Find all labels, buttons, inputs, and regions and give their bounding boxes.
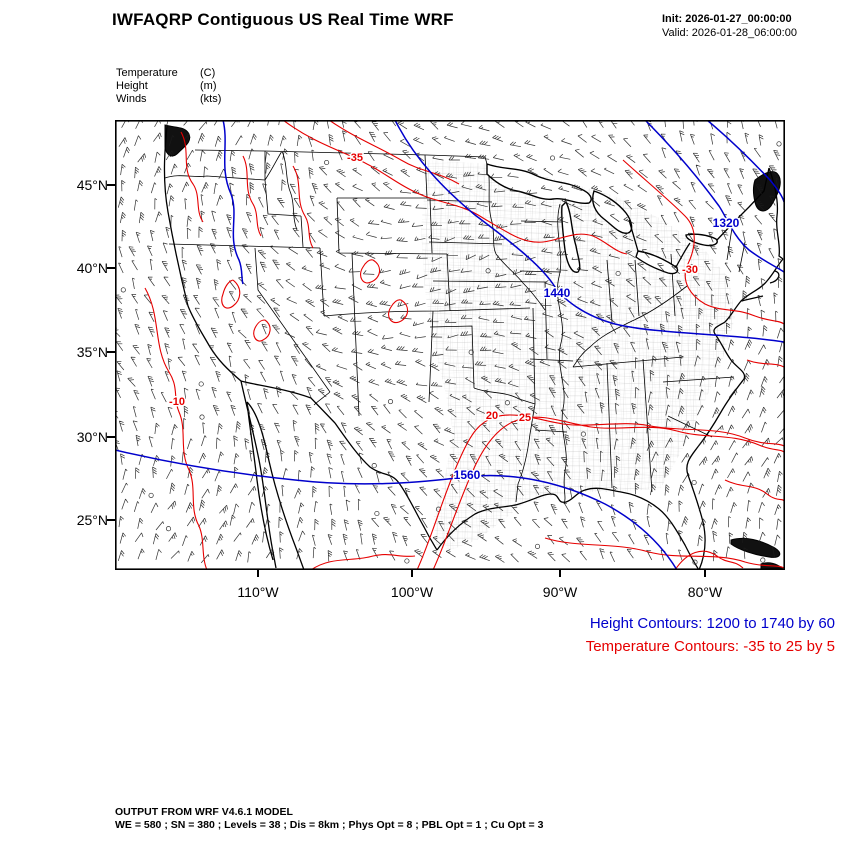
x-axis-tick	[257, 570, 259, 577]
x-tick-label: 100°W	[390, 584, 434, 600]
svg-text:-10: -10	[169, 396, 185, 408]
y-tick-label: 35°N	[76, 344, 108, 360]
legend-row-winds: Winds (kts)	[116, 93, 221, 106]
x-axis-tick	[411, 570, 413, 577]
svg-text:20: 20	[486, 410, 498, 422]
legend-field-name: Height	[116, 80, 148, 92]
y-axis-tick	[107, 519, 115, 521]
y-axis-tick	[107, 267, 115, 269]
y-axis-tick	[107, 351, 115, 353]
legend-field-name: Temperature	[116, 67, 178, 79]
legend-row-height: Height (m)	[116, 80, 221, 93]
legend-field-unit: (kts)	[200, 93, 222, 105]
model-footer: OUTPUT FROM WRF V4.6.1 MODEL WE = 580 ; …	[115, 806, 543, 832]
svg-text:1440: 1440	[544, 286, 571, 300]
page-title: IWFAQRP Contiguous US Real Time WRF	[112, 10, 454, 29]
contour-notes: Height Contours: 1200 to 1740 by 60 Temp…	[586, 612, 835, 658]
init-time: Init: 2026-01-27_00:00:00	[662, 13, 792, 25]
x-axis-tick	[559, 570, 561, 577]
svg-text:-35: -35	[347, 152, 363, 164]
legend-field-unit: (C)	[200, 67, 216, 79]
x-tick-label: 80°W	[687, 584, 723, 600]
y-tick-label: 30°N	[76, 429, 108, 445]
init-valid-block: Init: 2026-01-27_00:00:00 Valid: 2026-01…	[662, 12, 797, 40]
wrf-map-svg: -35 -30 -10 20 25 1320 1440 1560	[111, 113, 788, 571]
y-axis-tick	[107, 184, 115, 186]
legend-field-unit: (m)	[200, 80, 217, 92]
y-axis-tick	[107, 436, 115, 438]
x-axis-tick	[704, 570, 706, 577]
y-tick-label: 45°N	[76, 177, 108, 193]
y-tick-label: 25°N	[76, 512, 108, 528]
valid-time: Valid: 2026-01-28_06:00:00	[662, 27, 797, 39]
legend-row-temperature: Temperature (C)	[116, 67, 221, 80]
map-plot-area: -35 -30 -10 20 25 1320 1440 1560	[111, 113, 788, 571]
svg-text:-30: -30	[682, 264, 698, 276]
svg-text:1560: 1560	[454, 468, 481, 482]
temperature-contours-note: Temperature Contours: -35 to 25 by 5	[585, 638, 835, 655]
field-legend: Temperature (C) Height (m) Winds (kts)	[116, 67, 221, 106]
height-contours-note: Height Contours: 1200 to 1740 by 60	[589, 615, 835, 632]
model-output-line: OUTPUT FROM WRF V4.6.1 MODEL	[115, 806, 293, 818]
model-config-line: WE = 580 ; SN = 380 ; Levels = 38 ; Dis …	[115, 819, 544, 831]
y-tick-label: 40°N	[76, 260, 108, 276]
svg-text:1320: 1320	[713, 216, 740, 230]
x-tick-label: 110°W	[237, 584, 279, 600]
x-tick-label: 90°W	[542, 584, 578, 600]
legend-field-name: Winds	[116, 93, 147, 105]
svg-text:25: 25	[519, 412, 531, 424]
